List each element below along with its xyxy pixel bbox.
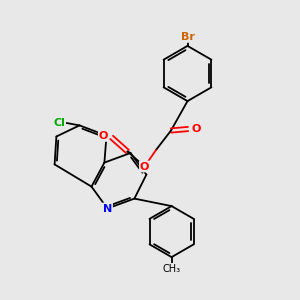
Text: O: O: [140, 161, 149, 172]
Text: Br: Br: [181, 32, 194, 42]
Text: CH₃: CH₃: [163, 263, 181, 274]
Text: O: O: [191, 124, 201, 134]
Text: N: N: [103, 203, 112, 214]
Text: O: O: [99, 131, 108, 141]
Text: Cl: Cl: [53, 118, 65, 128]
